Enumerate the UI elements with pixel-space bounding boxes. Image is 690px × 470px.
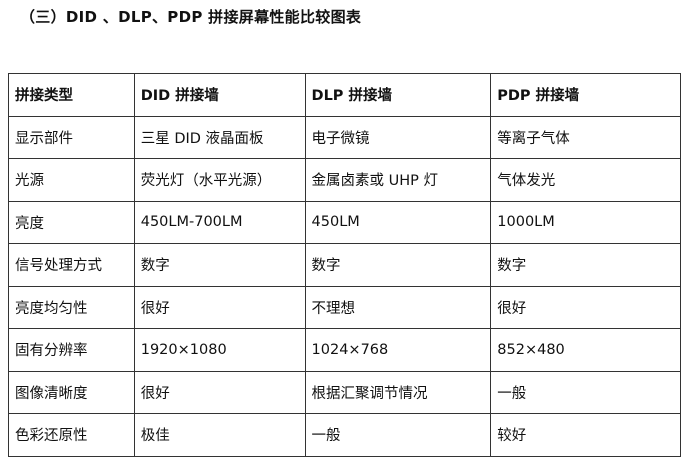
- row-label: 光源: [8, 158, 135, 202]
- row-label: 固有分辨率: [8, 328, 135, 372]
- table-cell: 数字: [133, 243, 306, 287]
- table-cell: 极佳: [133, 413, 306, 457]
- table-row: 亮度 450LM-700LM 450LM 1000LM: [8, 200, 681, 244]
- row-label: 图像清晰度: [8, 370, 135, 414]
- table-cell: 三星 DID 液晶面板: [133, 115, 306, 159]
- table-cell: 荧光灯（水平光源）: [133, 158, 306, 202]
- row-label: 信号处理方式: [8, 243, 135, 287]
- row-label: 亮度: [8, 200, 135, 244]
- table-cell: 很好: [133, 370, 306, 414]
- row-label: 色彩还原性: [8, 413, 135, 457]
- table-cell: 一般: [304, 413, 492, 457]
- table-header-row: 拼接类型 DID 拼接墙 DLP 拼接墙 PDP 拼接墙: [8, 73, 681, 117]
- table-cell: 不理想: [304, 285, 492, 329]
- table-row: 光源 荧光灯（水平光源） 金属卤素或 UHP 灯气体发光: [8, 158, 681, 202]
- table-cell: 1024×768: [304, 328, 492, 372]
- row-label: 亮度均匀性: [8, 285, 135, 329]
- row-label: 显示部件: [8, 115, 135, 159]
- table-cell: 450LM-700LM: [133, 200, 306, 244]
- table-row: 信号处理方式 数字 数字 数字: [8, 243, 681, 287]
- table-row: 色彩还原性 极佳 一般 较好: [8, 413, 681, 457]
- table-row: 显示部件 三星 DID 液晶面板 电子微镜 等离子气体: [8, 115, 681, 159]
- table-cell: 气体发光: [490, 158, 681, 202]
- table-cell: 数字: [490, 243, 681, 287]
- table-cell: 一般: [490, 370, 681, 414]
- table-cell: 数字: [304, 243, 492, 287]
- table-cell: 金属卤素或 UHP 灯: [304, 158, 492, 202]
- document-title: （三）DID 、DLP、PDP 拼接屏幕性能比较图表: [20, 8, 362, 26]
- column-header: DID 拼接墙: [133, 73, 306, 117]
- table-row: 图像清晰度 很好 根据汇聚调节情况 一般: [8, 370, 681, 414]
- column-header: PDP 拼接墙: [490, 73, 681, 117]
- table-row: 固有分辨率 1920×1080 1024×768 852×480: [8, 328, 681, 372]
- table-cell: 等离子气体: [490, 115, 681, 159]
- column-header: DLP 拼接墙: [304, 73, 492, 117]
- table-cell: 根据汇聚调节情况: [304, 370, 492, 414]
- table-cell: 很好: [133, 285, 306, 329]
- comparison-table: 拼接类型 DID 拼接墙 DLP 拼接墙 PDP 拼接墙 显示部件 三星 DID 液晶面…: [8, 73, 681, 457]
- table-cell: 1920×1080: [133, 328, 306, 372]
- table-cell: 852×480: [490, 328, 681, 372]
- table-cell: 450LM: [304, 200, 492, 244]
- table-cell: 电子微镜: [304, 115, 492, 159]
- table-row: 亮度均匀性 很好 不理想 很好: [8, 285, 681, 329]
- table-cell: 很好: [490, 285, 681, 329]
- column-header: 拼接类型: [8, 73, 135, 117]
- table-cell: 1000LM: [490, 200, 681, 244]
- table-cell: 较好: [490, 413, 681, 457]
